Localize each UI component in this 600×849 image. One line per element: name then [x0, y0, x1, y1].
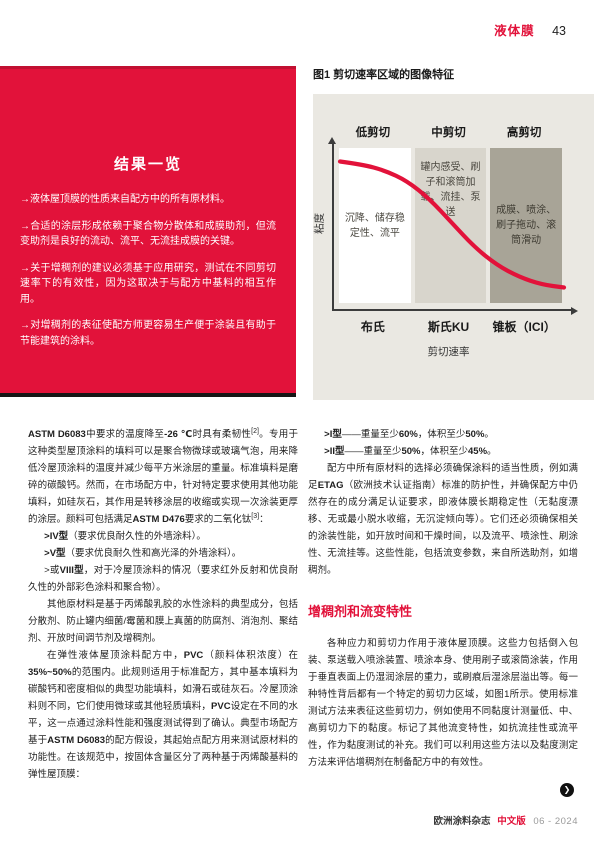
paragraph-etag: 配方中所有原材料的选择必须确保涂料的适当性质，例如满足ETAG（欧洲技术认证指南… [308, 463, 578, 576]
x-axis-arrow-icon [571, 307, 582, 315]
figure-caption: 图1 剪切速率区域的图像特征 [313, 69, 455, 81]
summary-bullet-3: →关于增稠剂的建议必须基于应用研究，测试在不同剪切速率下的有效性，因为这取决于与… [20, 262, 276, 305]
zone-medium-shear: 罐内感受、刷子和滚筒加载、流挂、泵送 [414, 148, 487, 303]
zone-high-annotation: 成膜、喷涂、刷子拖动、滚筒滑动 [496, 205, 557, 246]
zone-medium-annotation: 罐内感受、刷子和滚筒加载、流挂、泵送 [420, 162, 481, 218]
issue-label: 06 - 2024 [533, 816, 578, 827]
page-footer: 欧洲涂料杂志 中文版 06 - 2024 [434, 813, 578, 827]
y-axis-arrow-icon [328, 133, 336, 144]
x-tick-stormer-ku: 斯氏KU [427, 320, 470, 334]
shear-rate-chart: 低剪切 中剪切 高剪切 粘度 沉降、储存稳定性、流平 罐内感受、刷子和滚筒加载、… [313, 94, 594, 400]
list-item-type-v: >V型（要求优良耐久性和高光泽的外墙涂料）。 [44, 548, 242, 559]
results-summary-box: 结果一览 →液体屋顶膜的性质来自配方中的所有原材料。 →合适的涂层形成依赖于聚合… [0, 66, 296, 397]
zone-label-low-shear: 低剪切 [355, 127, 391, 139]
article-left-column: ASTM D6083中要求的温度降至-26 ℃时具有柔韧性[2]。专用于这种类型… [28, 426, 298, 783]
zone-low-shear: 沉降、储存稳定性、流平 [339, 148, 411, 303]
x-tick-brookfield: 布氏 [360, 320, 385, 334]
zone-high-shear: 成膜、喷涂、刷子拖动、滚筒滑动 [490, 148, 563, 303]
next-page-arrow-glyph: ❯ [563, 785, 571, 794]
x-axis-label: 剪切速率 [427, 346, 470, 358]
summary-bullet-4: →对增稠剂的表征使配方师更容易生产便于涂装且有助于节能建筑的涂料。 [20, 320, 276, 347]
journal-name: 欧洲涂料杂志 [433, 816, 491, 827]
list-item-type-i: >I型——重量至少60%，体积至少50%。 [324, 429, 494, 440]
next-page-arrow-icon: ❯ [560, 783, 574, 797]
section-heading-rheology: 增稠剂和流变特性 [308, 604, 413, 619]
summary-bullet-2: →合适的涂层形成依赖于聚合物分散体和成膜助剂，但流变助剂是良好的流动、流平、无流… [20, 220, 276, 248]
list-item-type-viii: >或VIII型，对于冷屋顶涂料的情况（要求红外反射和优良耐久性的外部彩色涂料和聚… [28, 565, 298, 593]
x-tick-labels-row: 布氏 斯氏KU 锥板（ICI） [337, 318, 560, 335]
paragraph-pvc: 在弹性液体屋顶涂料配方中，PVC（颜料体积浓度）在35%~50%的范围内。此规则… [28, 650, 298, 780]
paragraph-astm: ASTM D6083中要求的温度降至-26 ℃时具有柔韧性[2]。专用于这种类型… [28, 427, 298, 525]
plot-area: 沉降、储存稳定性、流平 罐内感受、刷子和滚筒加载、流挂、泵送 成膜、喷涂、刷子拖… [328, 137, 578, 315]
section-label: 液体膜 [494, 24, 535, 38]
list-item-type-iv: >IV型（要求优良耐久性的外墙涂料）。 [44, 531, 206, 542]
paragraph-other-raw-materials: 其他原材料是基于丙烯酸乳胶的水性涂料的典型成分，包括分散剂、防止罐内细菌/霉菌和… [28, 599, 298, 644]
zone-label-medium-shear: 中剪切 [431, 127, 466, 139]
y-axis-label: 粘度 [313, 213, 326, 234]
page-number: 43 [552, 24, 566, 38]
paragraph-shear-forces: 各种应力和剪切力作用于液体屋顶膜。这些力包括倒入包装、泵送载入喷涂装置、喷涂本身… [308, 638, 578, 768]
summary-bullet-1: →液体屋顶膜的性质来自配方中的所有原材料。 [20, 194, 230, 205]
figure-1: 图1 剪切速率区域的图像特征 低剪切 中剪切 高剪切 粘度 沉降、储存稳定性、流… [313, 66, 594, 400]
zone-low-annotation: 沉降、储存稳定性、流平 [344, 212, 405, 239]
page-header: 液体膜 43 [494, 20, 566, 39]
summary-title: 结果一览 [113, 156, 182, 173]
article-right-column: >I型——重量至少60%，体积至少50%。 >II型——重量至少50%，体积至少… [308, 426, 578, 771]
x-tick-cone-plate-ici: 锥板（ICI） [492, 320, 556, 334]
shear-zones: 沉降、储存稳定性、流平 罐内感受、刷子和滚筒加载、流挂、泵送 成膜、喷涂、刷子拖… [339, 148, 563, 303]
zone-labels-row: 低剪切 中剪切 高剪切 [337, 124, 560, 140]
viscosity-curve [337, 159, 567, 290]
zone-label-high-shear: 高剪切 [506, 127, 542, 139]
edition-label: 中文版 [497, 816, 526, 827]
list-item-type-ii: >II型——重量至少50%，体积至少45%。 [324, 446, 497, 457]
